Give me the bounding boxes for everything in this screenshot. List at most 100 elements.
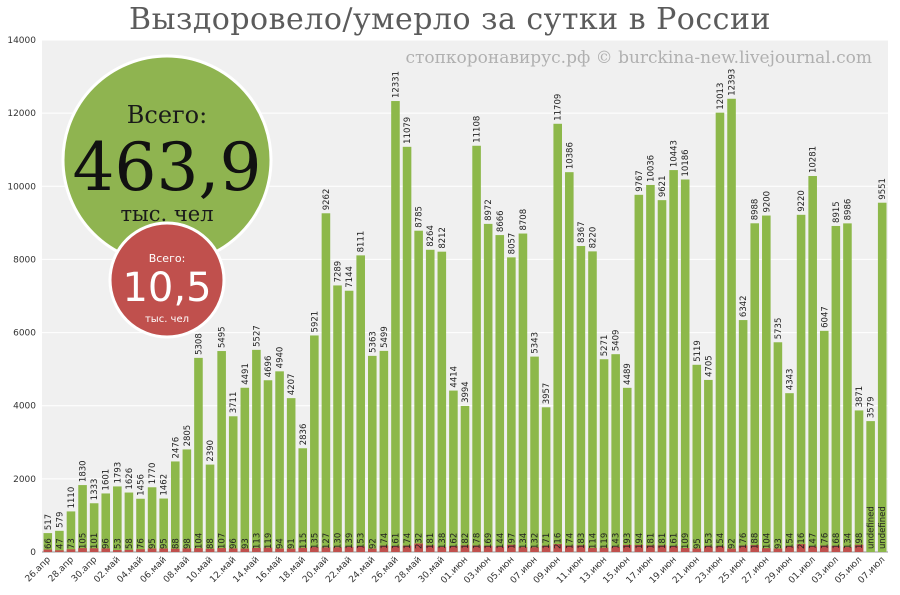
recovered-value-label: 4489 [623, 363, 633, 385]
deaths-bar [205, 548, 215, 552]
deaths-bar [367, 548, 377, 552]
deaths-value-label: 168 [832, 533, 842, 549]
deaths-value-label: 174 [403, 533, 413, 549]
recovered-value-label: 9200 [762, 191, 772, 213]
deaths-bar [43, 549, 53, 552]
deaths-value-label: 104 [194, 533, 204, 549]
recovered-value-label: 2836 [299, 424, 309, 446]
recovered-value-label: 11709 [554, 94, 564, 121]
recovered-value-label: 9551 [878, 178, 888, 200]
recovered-bar [669, 170, 678, 552]
y-tick-label: 12000 [7, 109, 36, 119]
recovered-value-label: 2476 [171, 437, 181, 459]
deaths-value-label: 147 [809, 533, 819, 549]
deaths-value-label: 115 [299, 533, 309, 549]
y-tick-label: 8000 [13, 255, 36, 265]
recovered-bar [819, 330, 829, 552]
deaths-bar [344, 546, 354, 552]
recovered-bar [576, 246, 586, 553]
deaths-value-label: 176 [820, 533, 830, 549]
deaths-value-label: 171 [542, 533, 552, 549]
deaths-value-label: 153 [704, 533, 714, 549]
recovered-bar [541, 407, 551, 552]
deaths-value-label: 178 [473, 533, 483, 549]
recovered-bar [507, 257, 516, 552]
deaths-bar [78, 548, 87, 552]
y-tick-label: 10000 [7, 182, 36, 192]
recovered-value-label: 1456 [137, 474, 147, 496]
deaths-value-label: 76 [137, 538, 147, 549]
recovered-value-label: 3711 [229, 392, 239, 414]
deaths-bar [263, 547, 273, 552]
recovered-value-label: 5308 [194, 333, 204, 355]
deaths-bar [808, 546, 817, 552]
recovered-value-label: 7144 [345, 266, 355, 288]
deaths-total-label: Всего: [149, 252, 186, 265]
recovered-bar [298, 448, 308, 552]
recovered-bar [78, 485, 87, 552]
recovered-bar [495, 235, 505, 552]
recovered-value-label: 8220 [588, 227, 598, 249]
deaths-bar [704, 546, 713, 552]
deaths-bar [588, 547, 597, 552]
deaths-value-label: 113 [252, 533, 262, 549]
deaths-value-label: undefined [878, 506, 888, 549]
recovered-value-label: 6047 [820, 306, 830, 328]
deaths-value-label: 181 [646, 533, 656, 549]
recovered-bar [692, 364, 702, 552]
recovered-bar [252, 349, 261, 552]
recovered-value-label: 1110 [67, 487, 77, 509]
recovered-bar [715, 112, 725, 553]
deaths-bar [240, 548, 250, 552]
deaths-bar [576, 545, 586, 552]
recovered-bar [170, 461, 180, 552]
recovered-value-label: 5119 [693, 340, 703, 362]
deaths-bar [669, 546, 678, 552]
deaths-bar [785, 546, 794, 552]
recovered-bar [518, 233, 528, 552]
deaths-bar [113, 550, 122, 552]
recovered-bar [854, 410, 864, 552]
recovered-value-label: 4705 [704, 355, 714, 377]
y-tick-label: 6000 [13, 329, 36, 339]
recovered-value-label: 5495 [218, 326, 228, 348]
recovered-bar [402, 146, 412, 553]
recovered-bar [866, 421, 875, 552]
recovered-bar [634, 194, 644, 552]
recovered-bar [808, 176, 817, 552]
recovered-bar [646, 184, 655, 552]
deaths-bar [692, 548, 702, 552]
recovered-value-label: 8972 [484, 199, 494, 221]
recovered-bar [275, 371, 284, 552]
recovered-bar [588, 251, 597, 552]
recovered-bar [773, 342, 783, 552]
recovered-bar [217, 351, 226, 552]
recovered-bar [333, 285, 342, 552]
recovered-value-label: 517 [44, 514, 54, 530]
y-tick-label: 4000 [13, 402, 36, 412]
deaths-value-label: 144 [496, 533, 506, 549]
recovered-bar [263, 380, 273, 552]
recovered-bar [379, 350, 389, 552]
recovered-bar [657, 200, 667, 552]
deaths-bar [622, 544, 632, 552]
recovered-value-label: 12331 [391, 71, 401, 98]
deaths-value-label: 134 [843, 533, 853, 549]
recovered-bar [391, 101, 400, 552]
deaths-bar [275, 548, 284, 552]
deaths-value-label: 197 [507, 533, 517, 549]
recovered-bar [738, 320, 748, 552]
recovered-bar [750, 223, 760, 552]
deaths-value-label: 161 [391, 533, 401, 549]
recovered-bar [425, 249, 435, 552]
deaths-bar [518, 547, 528, 552]
deaths-value-label: 95 [148, 538, 158, 549]
recovered-value-label: 5271 [600, 335, 610, 357]
deaths-value-label: 143 [612, 533, 622, 549]
recovered-bar [727, 98, 736, 552]
recovered-value-label: 5921 [310, 311, 320, 333]
recovered-value-label: 1830 [79, 460, 89, 482]
recovered-value-label: 4940 [276, 347, 286, 369]
recovered-bar [553, 123, 563, 552]
